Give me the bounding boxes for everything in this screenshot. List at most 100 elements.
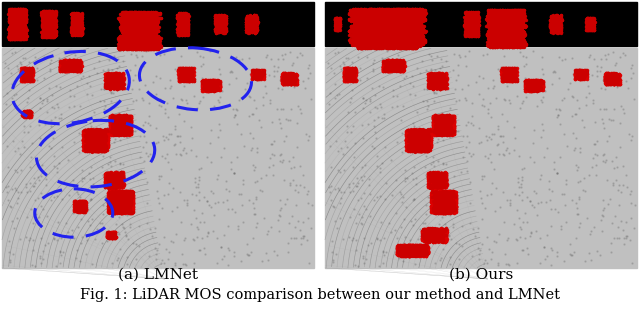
Point [121, 32, 131, 37]
Point [507, 44, 517, 49]
Point [215, 84, 225, 89]
Point [506, 27, 516, 32]
Point [538, 84, 548, 89]
Point [384, 9, 394, 14]
Point [586, 22, 596, 27]
Point [186, 69, 196, 74]
Point [175, 31, 186, 36]
Point [336, 66, 346, 71]
Point [431, 125, 441, 130]
Point [435, 75, 445, 80]
Point [438, 199, 449, 204]
Point [402, 34, 412, 39]
Point [419, 139, 429, 144]
Point [502, 71, 513, 76]
Point [434, 119, 444, 124]
Point [432, 209, 442, 214]
Point [100, 72, 111, 77]
Point [102, 170, 113, 175]
Point [182, 27, 192, 32]
Point [43, 10, 53, 15]
Point [262, 52, 272, 57]
Point [131, 12, 141, 17]
Point [247, 71, 257, 76]
Point [7, 30, 17, 35]
Point [392, 26, 402, 32]
Point [434, 175, 444, 180]
Point [515, 42, 525, 47]
Point [393, 39, 403, 44]
Point [468, 18, 478, 24]
Point [125, 11, 136, 16]
Point [438, 114, 449, 119]
Point [471, 24, 481, 29]
Point [168, 95, 178, 100]
Point [509, 43, 520, 48]
Point [471, 13, 481, 18]
Point [429, 205, 440, 210]
Point [512, 23, 522, 28]
Point [507, 23, 517, 28]
Point [150, 43, 161, 48]
Point [491, 34, 501, 39]
Point [66, 63, 76, 68]
Point [531, 78, 541, 83]
Point [412, 33, 422, 38]
Point [23, 110, 33, 115]
Point [420, 141, 430, 146]
Point [72, 58, 83, 63]
Point [416, 134, 426, 139]
Point [431, 200, 442, 205]
Point [145, 19, 155, 24]
Point [70, 18, 81, 23]
Point [116, 197, 127, 203]
Point [414, 251, 424, 256]
Point [124, 10, 134, 15]
Point [440, 191, 451, 196]
Point [389, 67, 399, 72]
Point [437, 177, 447, 182]
Point [246, 23, 256, 28]
Point [378, 249, 388, 254]
Point [120, 43, 130, 49]
Point [437, 130, 447, 135]
Point [431, 197, 441, 202]
Point [348, 70, 358, 75]
Point [122, 117, 132, 122]
Point [531, 80, 541, 86]
Point [16, 33, 26, 38]
Point [504, 8, 515, 14]
Point [147, 44, 157, 49]
Point [113, 196, 124, 202]
Point [147, 26, 157, 31]
Point [442, 129, 452, 134]
Point [184, 67, 194, 72]
Point [138, 11, 148, 16]
Point [113, 209, 123, 214]
Point [365, 45, 376, 50]
Point [133, 15, 143, 20]
Point [120, 42, 130, 47]
Point [246, 20, 257, 25]
Point [141, 36, 151, 41]
Point [342, 74, 352, 79]
Point [364, 10, 374, 15]
Point [113, 85, 124, 90]
Point [368, 21, 378, 26]
Point [103, 176, 113, 181]
Point [214, 19, 225, 24]
Point [122, 129, 132, 134]
Point [410, 144, 420, 149]
Point [177, 67, 188, 72]
Point [548, 24, 558, 29]
Point [120, 16, 130, 22]
Point [350, 34, 360, 40]
Point [502, 68, 512, 73]
Point [602, 76, 612, 81]
Point [511, 9, 521, 14]
Point [506, 36, 516, 42]
Point [349, 78, 360, 83]
Point [211, 14, 221, 19]
Point [119, 44, 129, 49]
Point [119, 37, 129, 43]
